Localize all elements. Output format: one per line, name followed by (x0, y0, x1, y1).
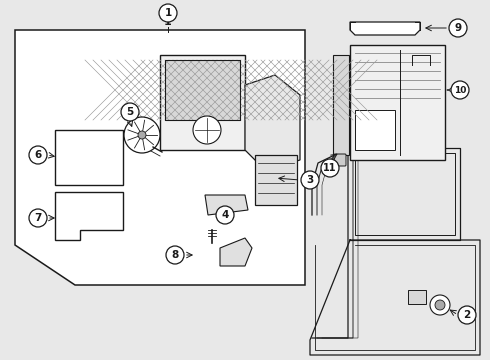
Circle shape (435, 300, 445, 310)
Circle shape (321, 159, 339, 177)
Circle shape (121, 103, 139, 121)
Polygon shape (350, 22, 420, 35)
Circle shape (138, 131, 146, 139)
Circle shape (166, 246, 184, 264)
Text: 5: 5 (126, 107, 134, 117)
Text: 6: 6 (34, 150, 42, 160)
Polygon shape (245, 75, 300, 170)
Circle shape (451, 81, 469, 99)
Circle shape (301, 171, 319, 189)
FancyBboxPatch shape (333, 55, 349, 155)
Text: 7: 7 (34, 213, 42, 223)
Polygon shape (55, 192, 123, 240)
Circle shape (449, 19, 467, 37)
FancyBboxPatch shape (334, 154, 346, 166)
Text: 11: 11 (323, 163, 337, 173)
Polygon shape (15, 30, 305, 285)
Circle shape (216, 206, 234, 224)
Circle shape (124, 117, 160, 153)
Circle shape (458, 306, 476, 324)
Text: 9: 9 (454, 23, 462, 33)
Polygon shape (220, 238, 252, 266)
FancyBboxPatch shape (165, 60, 240, 120)
Text: 2: 2 (464, 310, 470, 320)
FancyBboxPatch shape (160, 55, 245, 150)
Polygon shape (205, 195, 248, 215)
Circle shape (29, 209, 47, 227)
FancyBboxPatch shape (255, 155, 297, 205)
Circle shape (430, 295, 450, 315)
FancyBboxPatch shape (408, 290, 426, 304)
Text: 10: 10 (454, 86, 466, 95)
FancyBboxPatch shape (350, 45, 445, 160)
FancyBboxPatch shape (55, 130, 123, 185)
Text: 1: 1 (164, 8, 171, 18)
Text: 4: 4 (221, 210, 229, 220)
Circle shape (159, 4, 177, 22)
Text: 3: 3 (306, 175, 314, 185)
Circle shape (29, 146, 47, 164)
Text: 8: 8 (172, 250, 179, 260)
FancyBboxPatch shape (355, 110, 395, 150)
Circle shape (193, 116, 221, 144)
Text: 1: 1 (164, 17, 172, 27)
